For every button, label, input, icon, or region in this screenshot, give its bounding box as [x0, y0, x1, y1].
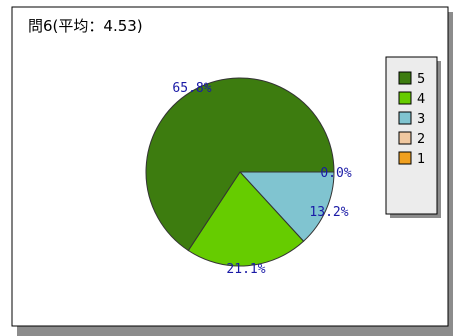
legend-label-5: 5	[417, 72, 425, 87]
legend-label-3: 3	[417, 112, 425, 127]
legend-items: 5 4 3 2 1	[398, 71, 425, 167]
pie-label-5: 65.8%	[172, 81, 211, 96]
chart-title: 問6(平均：4.53)	[28, 17, 143, 35]
legend-swatch-3	[398, 111, 412, 125]
legend-swatch-5	[398, 71, 412, 85]
pie-slice-5	[145, 77, 335, 252]
pie-label-4: 21.1%	[226, 262, 265, 277]
legend-label-1: 1	[417, 152, 425, 167]
pie	[145, 77, 335, 267]
legend-swatch-2	[398, 131, 412, 145]
legend-swatch-1	[398, 151, 412, 165]
pie-label-2: 0.0%	[320, 166, 351, 181]
pie-label-3: 13.2%	[309, 205, 348, 220]
pie-labels: 0.0% 13.2% 21.1% 65.8%	[172, 81, 351, 277]
pie-slice-4	[187, 171, 305, 267]
pie-slice-3	[238, 171, 335, 242]
legend-swatch-4	[398, 91, 412, 105]
legend-label-2: 2	[417, 132, 425, 147]
legend-label-4: 4	[417, 92, 425, 107]
